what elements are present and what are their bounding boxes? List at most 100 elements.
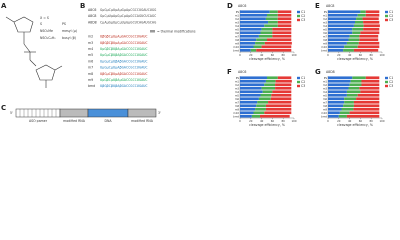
bar-segment — [253, 111, 265, 115]
bar-segment — [328, 86, 349, 90]
row-label: m6 — [323, 97, 328, 101]
bar-segment — [344, 45, 358, 49]
row-label: m9 — [235, 107, 240, 111]
sequence: GμCμUμAμGμCμAμGCCAGUCUCAGC — [100, 14, 156, 18]
row-label: PS — [236, 10, 240, 14]
modification-name: PS — [62, 22, 66, 26]
x-tick-label: 60 — [359, 53, 363, 57]
bar-segment — [240, 90, 263, 94]
sequence: UμGμCμUβAβGACCGCCUGAUC — [100, 59, 148, 63]
bar-segment — [257, 100, 269, 104]
x-tick-label: 80 — [370, 119, 374, 123]
segment — [87, 108, 129, 118]
bar-segment — [348, 86, 360, 90]
panel-letter: D — [227, 2, 233, 10]
legend-swatch — [297, 80, 300, 84]
row-label: A8D8 — [88, 20, 97, 24]
x-tick-label: 40 — [260, 119, 264, 123]
row-label: PS — [324, 76, 328, 80]
row-label: m6 — [88, 59, 93, 63]
bar-segment — [328, 83, 350, 87]
row-label: m7 — [323, 100, 328, 104]
x-tick-label: 0 — [239, 119, 241, 123]
bar-segment — [270, 97, 292, 101]
chart-title: A8C6 — [238, 4, 246, 8]
bar-segment — [328, 107, 342, 111]
bar-segment — [261, 45, 292, 49]
row-label: m8 — [88, 72, 93, 76]
formula: NSO₂C₄H₉ — [40, 36, 56, 40]
bar-segment — [264, 41, 292, 45]
row-label: m2 — [323, 17, 328, 21]
bar-segment — [277, 76, 292, 80]
sequence: UμGβCμUβAμGACCGCCUGAUC — [100, 78, 148, 82]
bar-segment — [353, 24, 364, 28]
row-label: PS — [324, 10, 328, 14]
bar-segment — [240, 31, 261, 35]
bar-segment — [259, 114, 290, 118]
note: = thermal modifications — [157, 30, 196, 34]
x-axis-label: cleavage efficiency, % — [337, 123, 373, 127]
x-tick-label: 20 — [249, 119, 253, 123]
row-label: m8 — [235, 38, 240, 42]
segment-label: ASO pamer — [29, 119, 48, 123]
row-label: bmd — [233, 48, 239, 52]
row-label: m2 — [235, 83, 240, 87]
bar-segment — [328, 76, 353, 80]
bar-segment — [346, 93, 358, 97]
row-label: m5 — [235, 93, 240, 97]
bar-segment — [264, 111, 292, 115]
bar-segment — [250, 48, 257, 52]
bar-segment — [265, 79, 276, 83]
row-label: m4 — [235, 90, 240, 94]
row-label: m3 — [235, 86, 240, 90]
row-label: m4 — [235, 24, 240, 28]
bar-segment — [328, 38, 349, 42]
row-label: m1 — [235, 79, 240, 83]
bar-segment — [328, 45, 345, 49]
bar-segment — [363, 24, 380, 28]
bar-segment — [268, 20, 278, 24]
row-label: m8 — [323, 38, 328, 42]
note-swatch — [150, 30, 155, 33]
bar-segment — [255, 41, 265, 45]
panel-letter: C — [1, 104, 6, 112]
bar-segment — [344, 100, 354, 104]
bar-segment — [272, 90, 292, 94]
x-tick-label: 60 — [271, 119, 275, 123]
bar-segment — [265, 104, 292, 108]
bar-segment — [339, 111, 350, 115]
bar-segment — [240, 13, 267, 17]
bar-segment — [269, 10, 278, 14]
bar-segment — [328, 104, 344, 108]
bar-segment — [260, 93, 272, 97]
bar-segment — [353, 104, 380, 108]
bar-segment — [328, 31, 353, 35]
row-label: m10 — [233, 111, 239, 115]
bar-segment — [328, 48, 344, 52]
bar-segment — [343, 104, 354, 108]
row-label: m3 — [88, 41, 93, 45]
sequence: UβGμCβUμAβGACCGCCUGAUC — [100, 72, 148, 76]
bar-segment — [275, 79, 292, 83]
bar-segment — [328, 10, 361, 14]
bar-segment — [363, 20, 380, 24]
x-axis-label: cleavage efficiency, % — [337, 57, 373, 61]
bar-segment — [353, 100, 380, 104]
chart-title: A8C8 — [326, 4, 334, 8]
sequence: UβGβCβUβAβGACCGCCUGAUC — [100, 84, 148, 88]
bar-segment — [360, 10, 366, 14]
bar-segment — [356, 17, 363, 21]
bar-segment — [256, 48, 292, 52]
bar-segment — [365, 10, 380, 14]
bar-segment — [240, 79, 266, 83]
row-label: m9 — [323, 107, 328, 111]
bar-segment — [240, 114, 252, 118]
bar-segment — [240, 93, 261, 97]
bar-segment — [355, 20, 364, 24]
legend-label: C3 — [301, 84, 305, 88]
bar-segment — [328, 27, 353, 31]
bar-segment — [261, 86, 276, 90]
bar-segment — [328, 41, 347, 45]
bar-segment — [240, 41, 256, 45]
